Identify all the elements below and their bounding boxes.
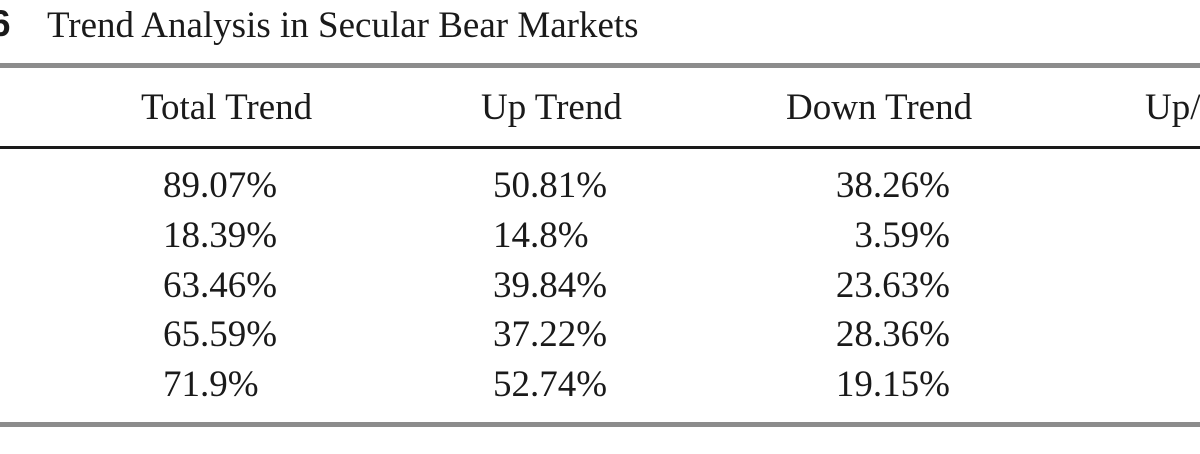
cell-total-trend: 71.9% — [163, 364, 259, 405]
cell-down-trend: 23.63% — [835, 265, 950, 306]
cell-total-trend: 89.07% — [163, 165, 278, 206]
cell-up-trend: 14.8% — [493, 215, 589, 256]
cell-total-trend: 18.39% — [163, 215, 278, 256]
header-total-trend: Total Trend — [141, 87, 313, 128]
cell-total-trend: 63.46% — [163, 265, 278, 306]
cell-up-trend: 52.74% — [493, 364, 608, 405]
bottom-rule — [0, 422, 1200, 427]
cell-total-trend: 65.59% — [163, 314, 278, 355]
header-up-trend: Up Trend — [481, 87, 622, 128]
top-rule — [0, 63, 1200, 68]
table-number: 6 — [0, 3, 11, 44]
header-up-ratio: Up/ — [1145, 87, 1200, 128]
cell-down-trend: 28.36% — [835, 314, 950, 355]
cell-down-trend: 19.15% — [835, 364, 950, 405]
header-rule — [0, 146, 1200, 149]
cell-down-trend: 3.59% — [854, 215, 950, 256]
cell-down-trend: 38.26% — [835, 165, 950, 206]
cell-up-trend: 37.22% — [493, 314, 608, 355]
cell-up-trend: 39.84% — [493, 265, 608, 306]
header-down-trend: Down Trend — [786, 87, 973, 128]
cell-up-trend: 50.81% — [493, 165, 608, 206]
table-title: Trend Analysis in Secular Bear Markets — [47, 5, 639, 46]
